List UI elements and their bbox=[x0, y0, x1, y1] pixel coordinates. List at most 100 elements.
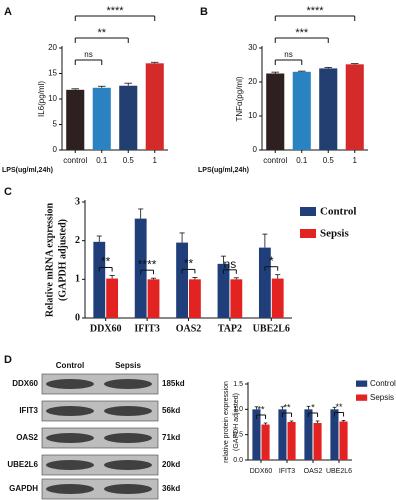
y-tick-label: 20 bbox=[48, 43, 57, 52]
column-label: Control bbox=[56, 361, 84, 370]
x-tick-label: 0.5 bbox=[123, 156, 135, 165]
significance: ** bbox=[283, 402, 291, 412]
significance: ns bbox=[224, 257, 237, 271]
y-axis-label: relative protein expression bbox=[223, 381, 230, 463]
legend-swatch bbox=[356, 380, 368, 387]
significance: **** bbox=[106, 5, 124, 17]
x-tick-label: control bbox=[263, 156, 287, 165]
y-tick-label: 1.0 bbox=[233, 406, 243, 413]
y-tick-label: 20 bbox=[248, 77, 257, 86]
protein-band bbox=[104, 433, 152, 443]
bar bbox=[271, 278, 284, 318]
bar bbox=[66, 89, 85, 150]
x-tick-label: IFIT3 bbox=[134, 323, 160, 334]
row-label: GAPDH bbox=[9, 484, 38, 493]
x-tick-label: IFIT3 bbox=[279, 468, 295, 475]
y-axis-label: TNFα(pg/ml) bbox=[235, 76, 244, 121]
size-label: 20kd bbox=[162, 460, 180, 469]
y-axis-label: (GAPDH adjusted) bbox=[57, 219, 68, 301]
y-tick-label: 0 bbox=[253, 145, 258, 154]
bar bbox=[106, 278, 119, 318]
bar bbox=[189, 279, 201, 318]
x-tick-label: DDX60 bbox=[250, 468, 273, 475]
y-tick-label: 5 bbox=[53, 120, 58, 129]
bar bbox=[134, 218, 147, 318]
y-tick-label: 0.0 bbox=[233, 457, 243, 464]
bar bbox=[230, 279, 243, 318]
y-tick-label: 0 bbox=[75, 312, 80, 323]
y-tick-label: 1.5 bbox=[233, 381, 243, 388]
bar bbox=[304, 409, 313, 460]
significance: * bbox=[269, 254, 274, 268]
panel-letter: A bbox=[4, 6, 12, 18]
row-label: OAS2 bbox=[16, 433, 38, 442]
x-tick-label: 0.1 bbox=[96, 156, 108, 165]
significance: ** bbox=[257, 404, 265, 414]
bar bbox=[147, 279, 160, 318]
y-axis-label: IL6(pg/ml) bbox=[37, 81, 46, 117]
y-tick-label: 10 bbox=[248, 111, 257, 120]
significance: ** bbox=[335, 402, 343, 412]
bar bbox=[258, 247, 271, 318]
bar bbox=[292, 71, 311, 150]
protein-band bbox=[46, 460, 94, 470]
protein-band bbox=[46, 484, 94, 494]
size-label: 56kd bbox=[162, 406, 180, 415]
blot-band bbox=[41, 427, 159, 449]
protein-band bbox=[46, 433, 94, 443]
y-tick-label: 1 bbox=[75, 274, 80, 285]
y-axis-label: (GAPDH adjusted) bbox=[233, 393, 240, 451]
bar bbox=[93, 241, 106, 318]
panel-letter: B bbox=[200, 6, 208, 18]
legend-label: Sepsis bbox=[370, 393, 394, 402]
y-tick-label: 3 bbox=[75, 196, 80, 207]
size-label: 36kd bbox=[162, 484, 180, 493]
y-tick-label: 0.5 bbox=[233, 432, 243, 439]
legend-swatch bbox=[300, 229, 316, 238]
bar bbox=[339, 421, 348, 460]
x-tick-label: 0.5 bbox=[323, 156, 335, 165]
blot-band bbox=[41, 400, 159, 422]
protein-band bbox=[104, 406, 152, 416]
bar bbox=[119, 85, 138, 150]
x-tick-label: TAP2 bbox=[218, 323, 242, 334]
y-tick-label: 2 bbox=[75, 235, 80, 246]
y-axis-label: Relative mRNA expression bbox=[44, 202, 55, 317]
column-label: Sepsis bbox=[115, 361, 141, 370]
protein-band bbox=[46, 379, 94, 389]
bar bbox=[319, 68, 338, 150]
size-label: 185kd bbox=[162, 379, 185, 388]
bar bbox=[92, 87, 111, 150]
legend-label: Control bbox=[370, 379, 396, 388]
significance: ** bbox=[184, 257, 194, 271]
legend-label: Control bbox=[320, 206, 356, 218]
y-tick-label: 10 bbox=[48, 94, 57, 103]
x-axis-label: LPS(ug/ml,24h) bbox=[198, 167, 249, 174]
y-tick-label: 0 bbox=[53, 145, 58, 154]
protein-band bbox=[104, 484, 152, 494]
bar bbox=[261, 424, 270, 460]
legend-label: Sepsis bbox=[320, 228, 349, 240]
x-tick-label: 1 bbox=[353, 156, 358, 165]
bar bbox=[266, 73, 285, 150]
y-tick-label: 15 bbox=[48, 69, 57, 78]
size-label: 71kd bbox=[162, 433, 180, 442]
significance: ** bbox=[101, 255, 111, 269]
x-tick-label: OAS2 bbox=[176, 323, 202, 334]
bar bbox=[287, 422, 296, 460]
bar bbox=[345, 64, 364, 150]
significance: ** bbox=[97, 27, 106, 39]
bar bbox=[176, 242, 188, 318]
blot-band bbox=[41, 478, 159, 500]
legend-swatch bbox=[300, 207, 316, 216]
protein-band bbox=[104, 460, 152, 470]
bar bbox=[278, 409, 287, 460]
x-tick-label: OAS2 bbox=[304, 468, 323, 475]
protein-band bbox=[46, 406, 94, 416]
x-tick-label: control bbox=[63, 156, 87, 165]
bar bbox=[330, 409, 339, 460]
significance: * bbox=[311, 402, 315, 412]
x-tick-label: UBE2L6 bbox=[253, 323, 290, 334]
x-tick-label: UBE2L6 bbox=[326, 468, 352, 475]
bar bbox=[217, 263, 230, 318]
